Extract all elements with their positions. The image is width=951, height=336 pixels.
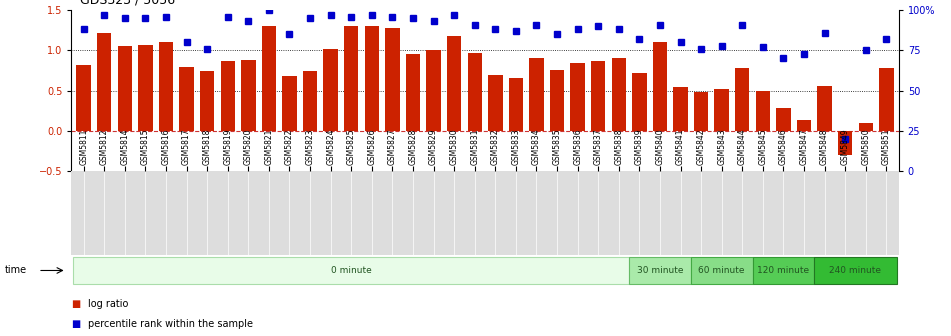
Bar — [776, 109, 790, 131]
Bar — [406, 54, 420, 131]
Bar — [118, 46, 132, 131]
Bar — [242, 60, 256, 131]
Text: 60 minute: 60 minute — [698, 266, 745, 275]
Bar — [673, 87, 688, 131]
Bar — [159, 42, 173, 131]
Bar — [447, 36, 461, 131]
Bar — [714, 89, 728, 131]
Bar — [735, 68, 749, 131]
Bar — [879, 68, 894, 131]
Bar — [629, 257, 690, 284]
Text: ■: ■ — [71, 319, 81, 329]
Bar — [221, 61, 235, 131]
Bar — [426, 50, 440, 131]
Bar — [611, 58, 626, 131]
Bar — [282, 76, 297, 131]
Bar — [302, 71, 318, 131]
Text: 0 minute: 0 minute — [331, 266, 372, 275]
Bar — [488, 75, 502, 131]
Text: time: time — [5, 265, 27, 276]
Bar — [694, 92, 708, 131]
Bar — [814, 257, 897, 284]
Bar — [344, 26, 359, 131]
Bar — [468, 53, 482, 131]
Bar — [323, 49, 338, 131]
Text: 120 minute: 120 minute — [757, 266, 809, 275]
Text: percentile rank within the sample: percentile rank within the sample — [88, 319, 254, 329]
Bar — [859, 123, 873, 131]
Bar — [73, 257, 629, 284]
Bar — [180, 67, 194, 131]
Bar — [550, 70, 564, 131]
Bar — [530, 58, 544, 131]
Bar — [509, 78, 523, 131]
Bar — [591, 61, 606, 131]
Text: GDS323 / 5056: GDS323 / 5056 — [80, 0, 175, 7]
Bar — [262, 26, 276, 131]
Bar — [385, 28, 399, 131]
Bar — [571, 63, 585, 131]
Text: 240 minute: 240 minute — [829, 266, 882, 275]
Bar — [838, 131, 852, 155]
Text: log ratio: log ratio — [88, 299, 128, 309]
Bar — [364, 26, 379, 131]
Bar — [76, 65, 91, 131]
Bar — [818, 86, 832, 131]
Text: ■: ■ — [71, 299, 81, 309]
Bar — [200, 71, 214, 131]
Text: 30 minute: 30 minute — [637, 266, 683, 275]
Bar — [138, 45, 152, 131]
Bar — [652, 42, 668, 131]
Bar — [756, 91, 770, 131]
Bar — [632, 73, 647, 131]
Bar — [752, 257, 814, 284]
Bar — [690, 257, 752, 284]
Bar — [97, 33, 111, 131]
Bar — [797, 120, 811, 131]
